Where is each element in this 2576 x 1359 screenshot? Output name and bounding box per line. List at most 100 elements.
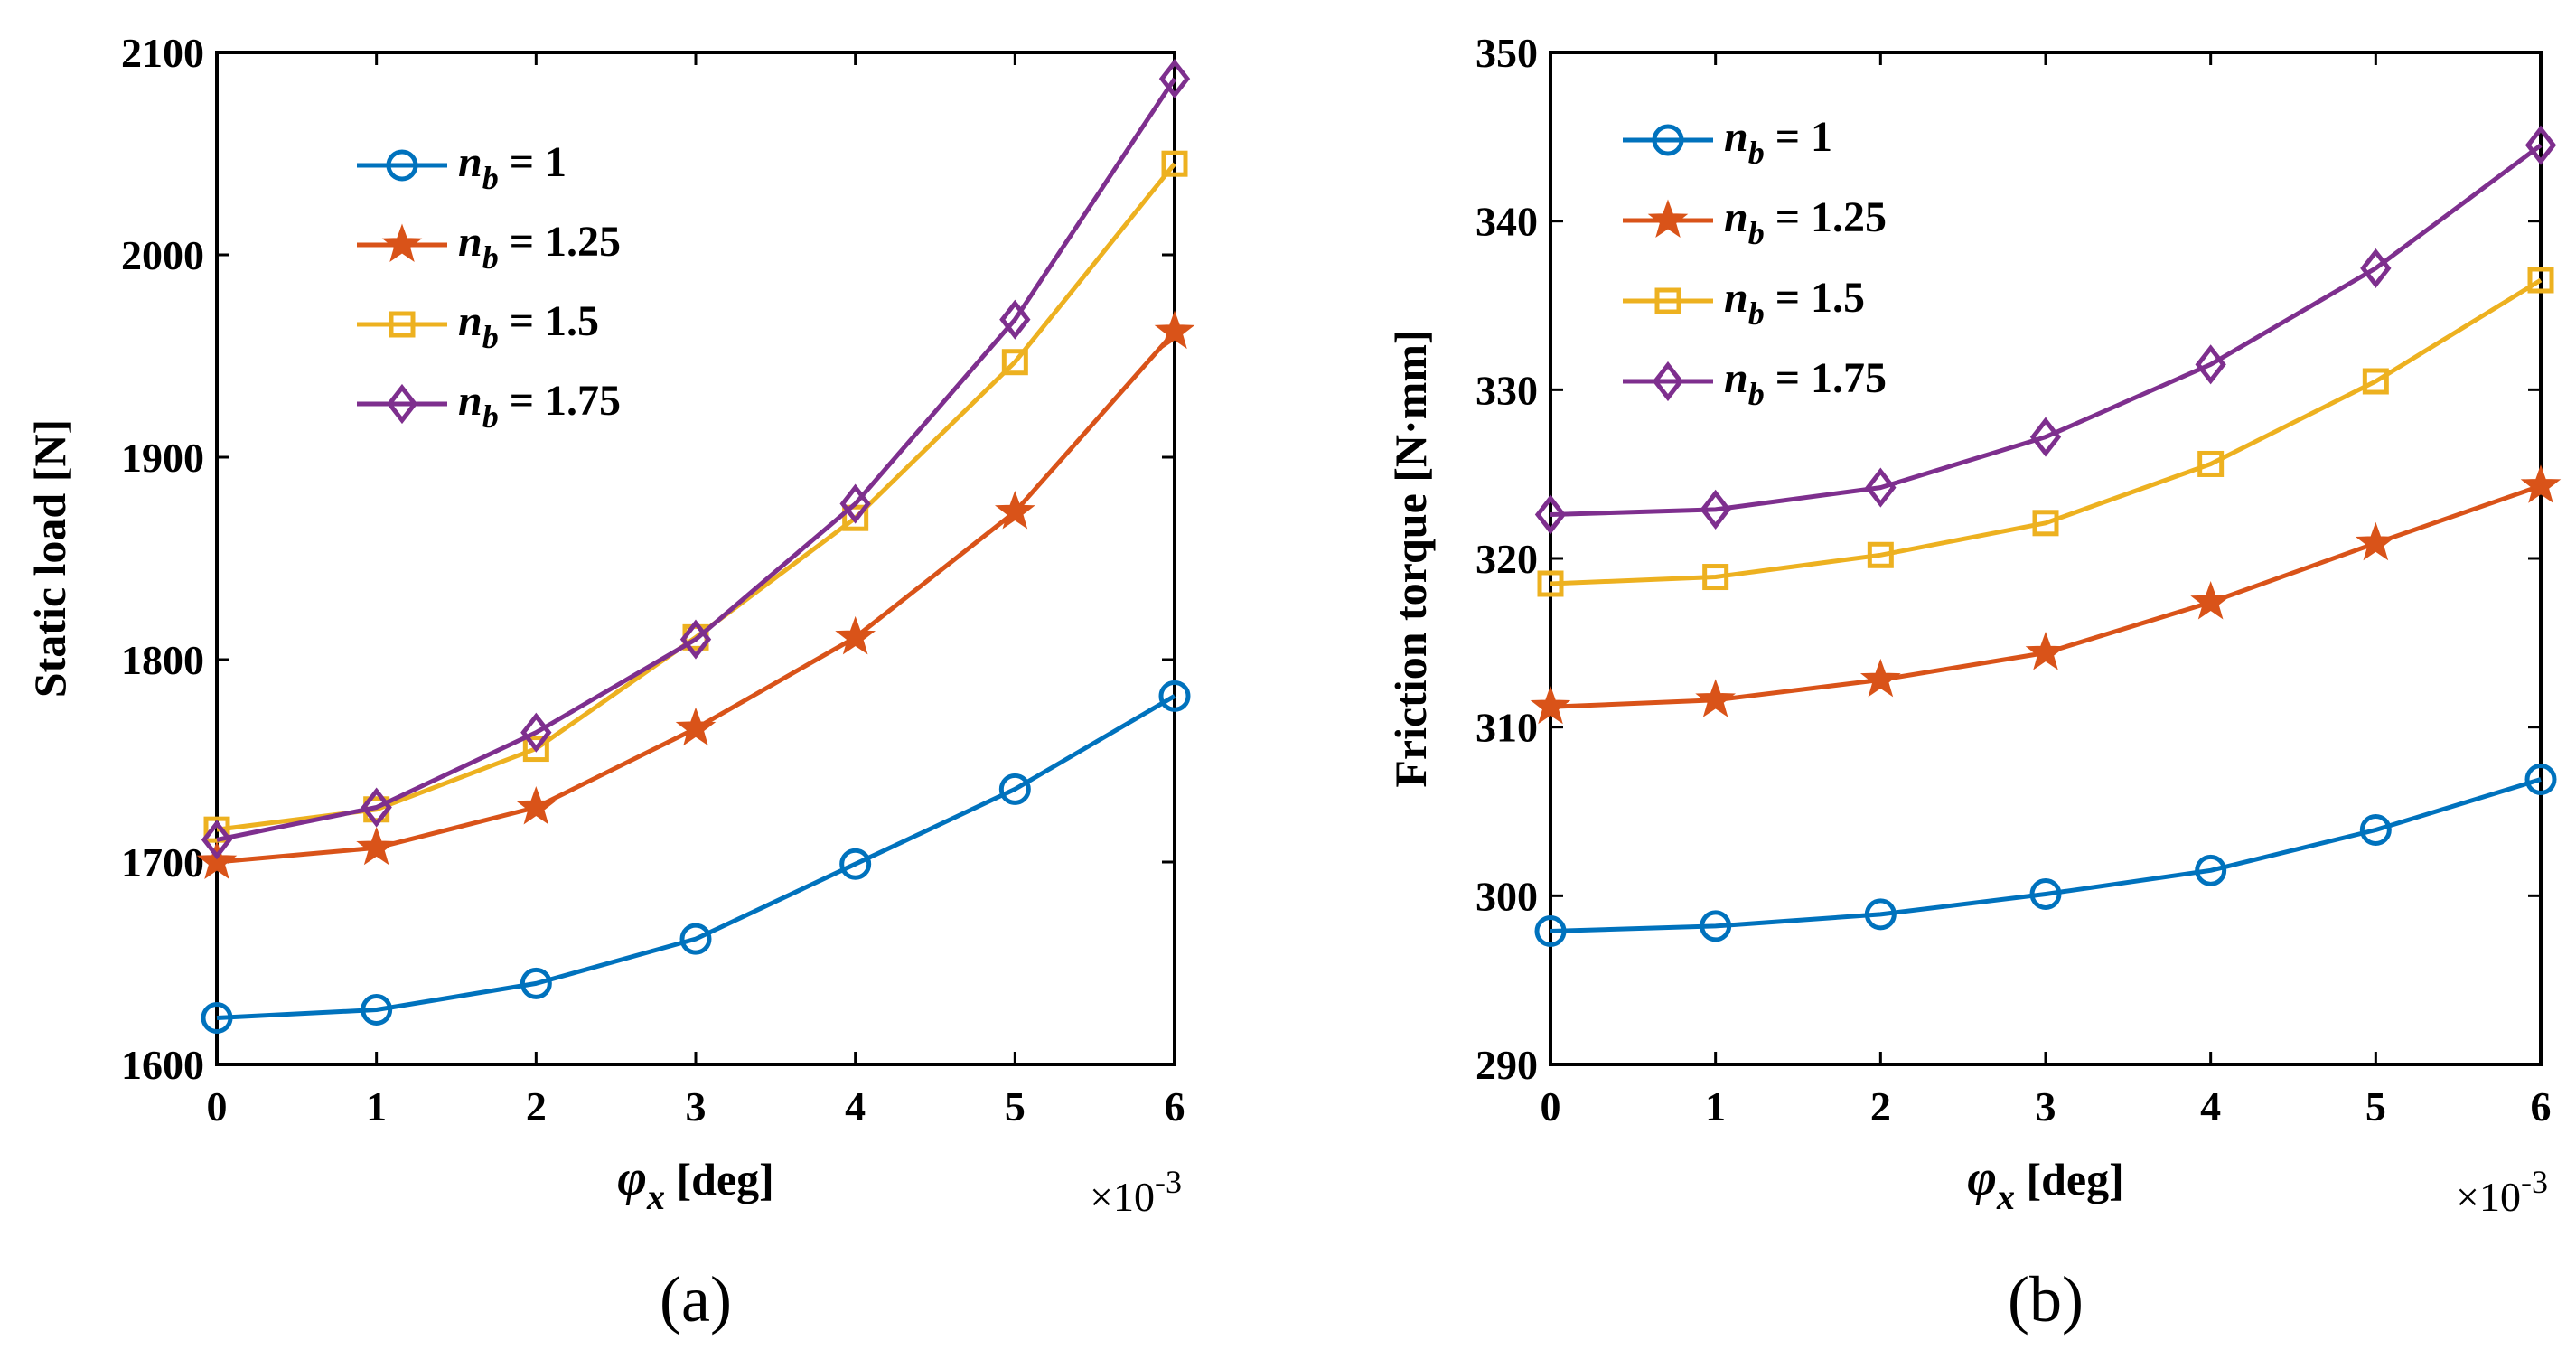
- data-point: [1859, 658, 1901, 698]
- legend-symbol: n: [458, 218, 482, 266]
- legend-marker: [386, 383, 418, 425]
- legend-marker: [381, 223, 423, 262]
- x-tick-label: 1: [366, 1083, 387, 1129]
- legend-rest: = 1.25: [1765, 193, 1887, 241]
- series-line: [1550, 277, 2543, 586]
- data-point: [1534, 494, 1567, 535]
- data-point: [196, 840, 238, 879]
- x-tick-label: 0: [207, 1083, 228, 1129]
- legend-marker: [1652, 361, 1684, 402]
- legend-symbol: n: [458, 138, 482, 186]
- y-tick-label: 310: [1475, 705, 1538, 751]
- data-point: [201, 1001, 233, 1034]
- data-point: [515, 786, 557, 825]
- x-tick-label: 6: [2531, 1083, 2552, 1129]
- data-point: [994, 491, 1035, 530]
- data-point: [2355, 521, 2396, 561]
- x-tick-label: 5: [2365, 1083, 2386, 1129]
- plot-area-frame: [1549, 51, 2543, 1066]
- legend-symbol: n: [1724, 354, 1748, 402]
- data-point: [203, 816, 230, 843]
- legend-marker: [1652, 124, 1684, 156]
- legend-rest: = 1.5: [1765, 274, 1865, 322]
- x-tick-label: 2: [526, 1083, 547, 1129]
- legend-symbol: n: [1724, 193, 1748, 241]
- x-multiplier-exponent: -3: [2521, 1164, 2548, 1200]
- legend-subscript: b: [1748, 215, 1765, 251]
- data-point: [2029, 877, 2062, 910]
- x-multiplier-base: ×10: [1090, 1174, 1155, 1220]
- legend-label: nb = 1: [458, 138, 567, 196]
- data-point: [1158, 680, 1191, 712]
- data-point: [842, 504, 869, 531]
- data-point: [520, 712, 552, 753]
- y-tick-label: 350: [1475, 30, 1538, 76]
- legend-label: nb = 1.5: [1724, 274, 1865, 332]
- series-line: [216, 694, 1176, 1020]
- data-point: [2029, 417, 2062, 457]
- x-tick-label: 3: [2036, 1083, 2056, 1129]
- y-tick-label: 1600: [121, 1042, 204, 1088]
- plot-area-frame: [215, 51, 1176, 1066]
- data-point: [1530, 685, 1571, 725]
- legend-subscript: b: [482, 160, 499, 196]
- data-point: [201, 820, 233, 860]
- legend-subscript: b: [482, 319, 499, 355]
- x-label-subscript: x: [646, 1176, 665, 1217]
- y-tick-label: 2100: [121, 30, 204, 76]
- data-point: [1001, 349, 1028, 376]
- legend-symbol: n: [1724, 113, 1748, 161]
- panel-caption: (a): [660, 1263, 732, 1336]
- x-tick-label: 4: [845, 1083, 866, 1129]
- data-point: [839, 848, 872, 880]
- data-point: [2520, 464, 2562, 503]
- legend-rest: = 1.5: [499, 297, 599, 345]
- legend-marker: [1654, 287, 1681, 314]
- x-multiplier-base: ×10: [2456, 1174, 2521, 1220]
- x-axis-label: φx [deg]: [617, 1150, 774, 1217]
- legend-subscript: b: [482, 239, 499, 276]
- data-point: [2359, 814, 2392, 847]
- legend-rest: = 1: [499, 138, 567, 186]
- x-multiplier-exponent: -3: [1155, 1164, 1182, 1200]
- legend-subscript: b: [1748, 295, 1765, 332]
- legend-label: nb = 1.25: [1724, 193, 1887, 251]
- y-tick-label: 1700: [121, 839, 204, 886]
- legend-symbol: n: [1724, 274, 1748, 322]
- y-tick-label: 290: [1475, 1042, 1538, 1088]
- y-axis-label: Static load [N]: [24, 419, 75, 698]
- legend-symbol: n: [458, 377, 482, 425]
- data-point: [2195, 854, 2227, 886]
- x-label-symbol: φ: [1967, 1150, 1997, 1206]
- legend-rest: = 1.75: [1765, 354, 1887, 402]
- legend-subscript: b: [482, 398, 499, 435]
- x-multiplier: ×10-3: [1090, 1164, 1182, 1220]
- y-tick-label: 1900: [121, 435, 204, 481]
- series-line: [1550, 777, 2542, 933]
- y-tick-label: 320: [1475, 536, 1538, 582]
- data-point: [1154, 310, 1195, 350]
- x-tick-label: 0: [1541, 1083, 1561, 1129]
- x-multiplier: ×10-3: [2456, 1164, 2548, 1220]
- legend-rest: = 1: [1765, 113, 1832, 161]
- x-label-symbol: φ: [617, 1150, 647, 1206]
- data-point: [1867, 541, 1894, 568]
- data-point: [1537, 570, 1564, 597]
- panel-caption: (b): [2008, 1263, 2084, 1336]
- legend-label: nb = 1.25: [458, 218, 621, 276]
- data-point: [520, 967, 552, 999]
- data-point: [998, 773, 1031, 805]
- data-point: [1534, 915, 1567, 948]
- data-point: [1700, 910, 1732, 942]
- legend-rest: = 1.25: [499, 218, 621, 266]
- data-point: [1700, 489, 1731, 530]
- series-line: [1550, 483, 2542, 709]
- y-axis-label: Friction torque [N·mm]: [1385, 329, 1436, 787]
- x-axis-label: φx [deg]: [1967, 1150, 2124, 1217]
- y-tick-label: 340: [1475, 199, 1538, 245]
- y-tick-label: 330: [1475, 367, 1538, 413]
- data-point: [522, 736, 549, 763]
- data-point: [999, 299, 1031, 340]
